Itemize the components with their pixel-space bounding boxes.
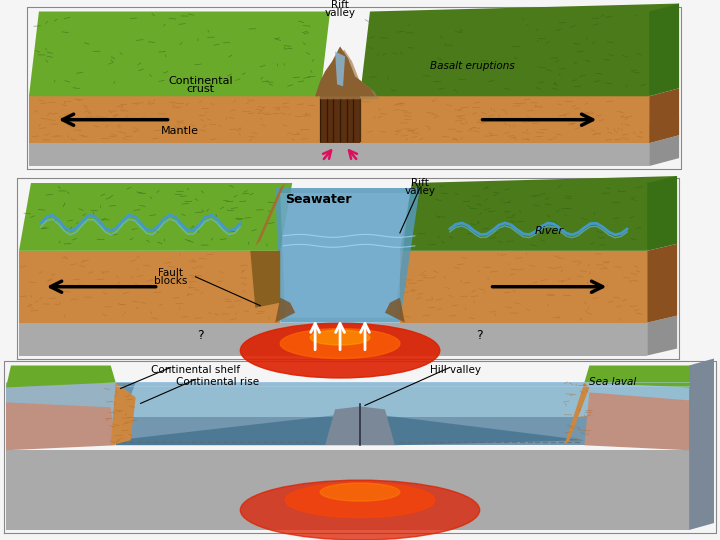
Text: Rift: Rift (411, 178, 429, 188)
Polygon shape (29, 96, 320, 143)
Ellipse shape (320, 483, 400, 501)
Text: Hill valley: Hill valley (430, 366, 481, 375)
Polygon shape (400, 176, 677, 251)
Polygon shape (360, 96, 649, 143)
Polygon shape (6, 366, 116, 387)
Polygon shape (116, 417, 689, 446)
Text: blocks: blocks (154, 276, 187, 286)
Polygon shape (360, 413, 585, 446)
Polygon shape (335, 51, 345, 86)
Text: Rift: Rift (331, 0, 349, 10)
Text: Mantle: Mantle (161, 126, 199, 136)
Polygon shape (29, 11, 330, 96)
Polygon shape (564, 382, 590, 446)
Polygon shape (319, 49, 379, 99)
Polygon shape (256, 183, 285, 246)
Polygon shape (29, 143, 649, 166)
Polygon shape (400, 251, 647, 322)
Text: Continental rise: Continental rise (176, 377, 258, 388)
Ellipse shape (280, 329, 400, 359)
Polygon shape (6, 402, 116, 450)
Text: Basalt eruptions: Basalt eruptions (430, 62, 515, 71)
Polygon shape (649, 115, 679, 143)
Polygon shape (6, 382, 135, 446)
Polygon shape (6, 450, 689, 530)
Text: valley: valley (405, 186, 436, 196)
Polygon shape (315, 46, 375, 96)
Polygon shape (647, 176, 677, 251)
Polygon shape (585, 366, 714, 387)
Text: River: River (534, 226, 564, 236)
Text: Sea laval: Sea laval (590, 377, 636, 388)
Text: Continental: Continental (168, 76, 233, 86)
Polygon shape (280, 193, 410, 318)
Polygon shape (19, 183, 292, 251)
Polygon shape (360, 4, 679, 96)
Ellipse shape (285, 483, 435, 517)
Text: Fault: Fault (158, 268, 183, 278)
Polygon shape (19, 322, 647, 355)
Polygon shape (649, 89, 679, 143)
Text: Seawater: Seawater (285, 193, 351, 206)
Polygon shape (585, 393, 714, 450)
Polygon shape (111, 382, 135, 446)
Text: ?: ? (477, 329, 483, 342)
Polygon shape (689, 359, 714, 530)
Polygon shape (19, 251, 280, 322)
Ellipse shape (240, 480, 480, 540)
Text: ?: ? (197, 329, 204, 342)
Ellipse shape (310, 330, 370, 345)
Polygon shape (275, 298, 295, 322)
Ellipse shape (240, 323, 440, 378)
Polygon shape (647, 244, 677, 322)
Text: Continental shelf: Continental shelf (150, 366, 240, 375)
Polygon shape (647, 316, 677, 355)
Polygon shape (320, 96, 360, 143)
Polygon shape (116, 382, 689, 417)
Polygon shape (649, 4, 679, 96)
Polygon shape (275, 188, 420, 322)
Polygon shape (325, 407, 395, 446)
Polygon shape (251, 251, 280, 308)
Polygon shape (385, 298, 405, 322)
Polygon shape (649, 135, 679, 166)
Polygon shape (116, 413, 360, 446)
Text: valley: valley (325, 8, 356, 17)
Text: crust: crust (186, 84, 215, 94)
